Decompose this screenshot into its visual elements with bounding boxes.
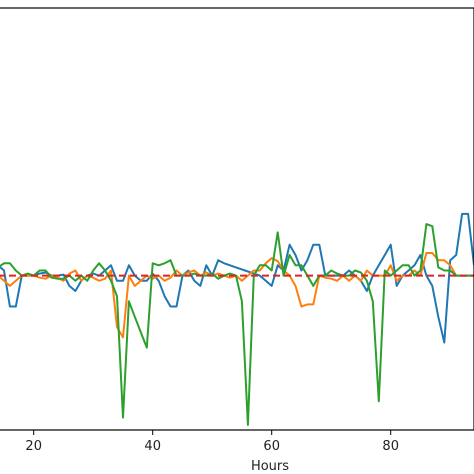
series-layer xyxy=(0,212,474,426)
x-tick-label: 20 xyxy=(25,439,42,454)
x-tick-label: 80 xyxy=(382,439,399,454)
plot-frame xyxy=(0,7,474,431)
axes-layer: 20 40 60 80 xyxy=(0,7,474,454)
x-tick-label: 40 xyxy=(144,439,161,454)
x-axis-label: Hours xyxy=(251,459,289,474)
x-tick-label: 60 xyxy=(263,439,280,454)
series-line-3 xyxy=(0,223,474,426)
